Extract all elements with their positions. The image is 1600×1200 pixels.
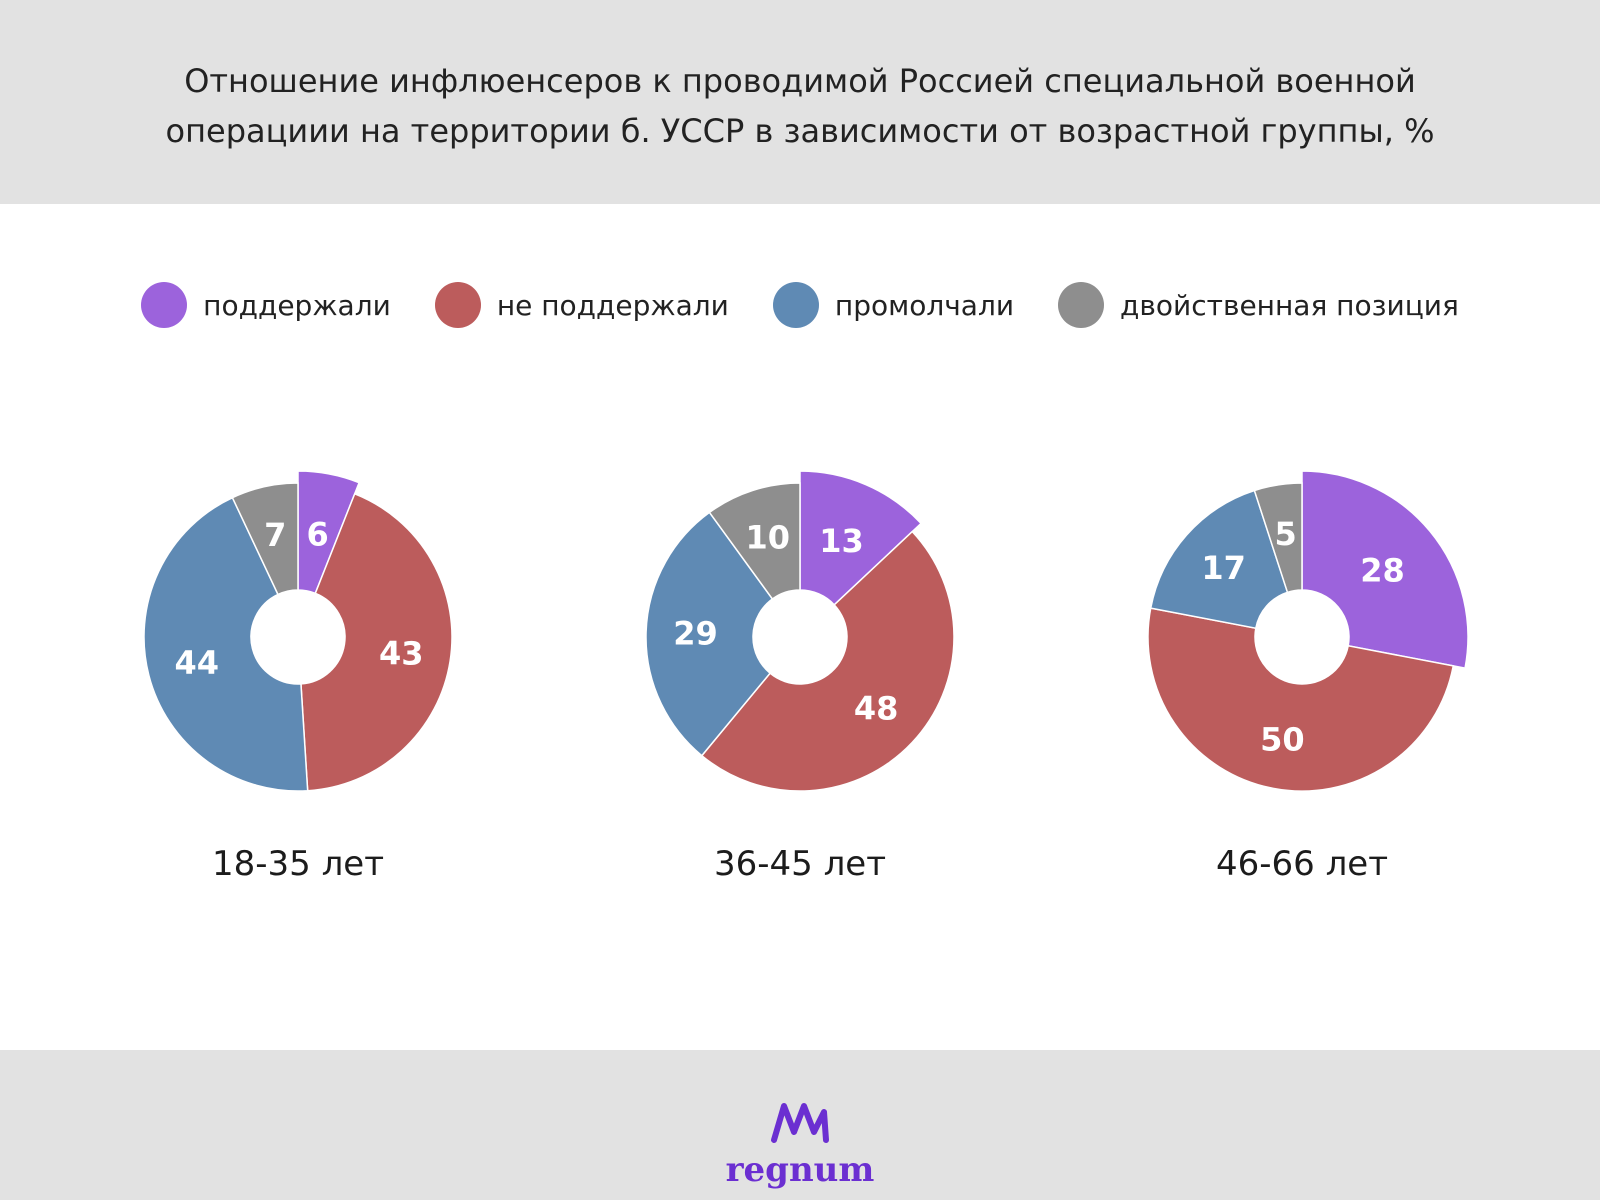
- legend-item-not-supported: не поддержали: [434, 282, 729, 328]
- slice-value-label: 7: [264, 516, 286, 554]
- donut-slice: [700, 530, 955, 792]
- slice-value-label: 6: [306, 515, 328, 553]
- age-group-label-1: 18-35 лет: [211, 844, 385, 884]
- slice-value-label: 10: [745, 519, 790, 557]
- legend-swatch: [772, 282, 819, 328]
- chart-title-line-2: операциии на территории б. УССР в зависи…: [165, 112, 1435, 150]
- donut-slice: [1147, 607, 1455, 793]
- chart-title: Отношение инфлюенсеров к проводимой Росс…: [100, 56, 1500, 156]
- slice-value-label: 48: [854, 690, 899, 728]
- legend-item-supported: поддержали: [141, 282, 391, 328]
- chart-title-line-1: Отношение инфлюенсеров к проводимой Росс…: [184, 62, 1416, 100]
- slice-value-label: 28: [1360, 551, 1405, 589]
- donut-slice: [645, 511, 774, 757]
- donut-slice: [300, 492, 453, 792]
- slice-value-label: 5: [1275, 515, 1297, 553]
- donut-slice: [1253, 482, 1303, 594]
- donut-slice: [1301, 470, 1469, 669]
- donut-slice: [708, 482, 801, 601]
- legend-label: поддержали: [203, 288, 391, 322]
- slice-value-label: 13: [819, 522, 864, 560]
- legend-swatch: [434, 282, 481, 328]
- donut-charts: 6 43 44 7 13 48 29 10 28 50 17 5: [143, 470, 1469, 793]
- regnum-logo-icon: [771, 1103, 829, 1143]
- legend-swatch: [1058, 282, 1105, 328]
- legend: поддержали не поддержали промолчали двой…: [0, 280, 1600, 330]
- slice-value-label: 29: [673, 615, 718, 653]
- donut-slice: [231, 482, 299, 596]
- slice-value-label: 50: [1260, 721, 1305, 759]
- legend-swatch: [141, 282, 188, 328]
- legend-label: не поддержали: [496, 288, 729, 322]
- age-group-label-3: 46-66 лет: [1215, 844, 1389, 884]
- legend-item-silent: промолчали: [772, 282, 1015, 328]
- age-group-label-2: 36-45 лет: [713, 844, 887, 884]
- slice-value-label: 43: [379, 634, 424, 672]
- legend-item-ambivalent: двойственная позиция: [1058, 282, 1459, 328]
- regnum-logo-text: regnum: [725, 1150, 875, 1190]
- donut-slice: [799, 470, 923, 606]
- legend-label: двойственная позиция: [1120, 288, 1459, 322]
- header-band: [0, 0, 1600, 204]
- footer-band: [0, 1050, 1600, 1200]
- donut-slice: [297, 470, 361, 595]
- slice-value-label: 17: [1201, 549, 1246, 587]
- slice-value-label: 44: [175, 644, 220, 682]
- legend-label: промолчали: [834, 288, 1015, 322]
- donut-slice: [1149, 489, 1289, 630]
